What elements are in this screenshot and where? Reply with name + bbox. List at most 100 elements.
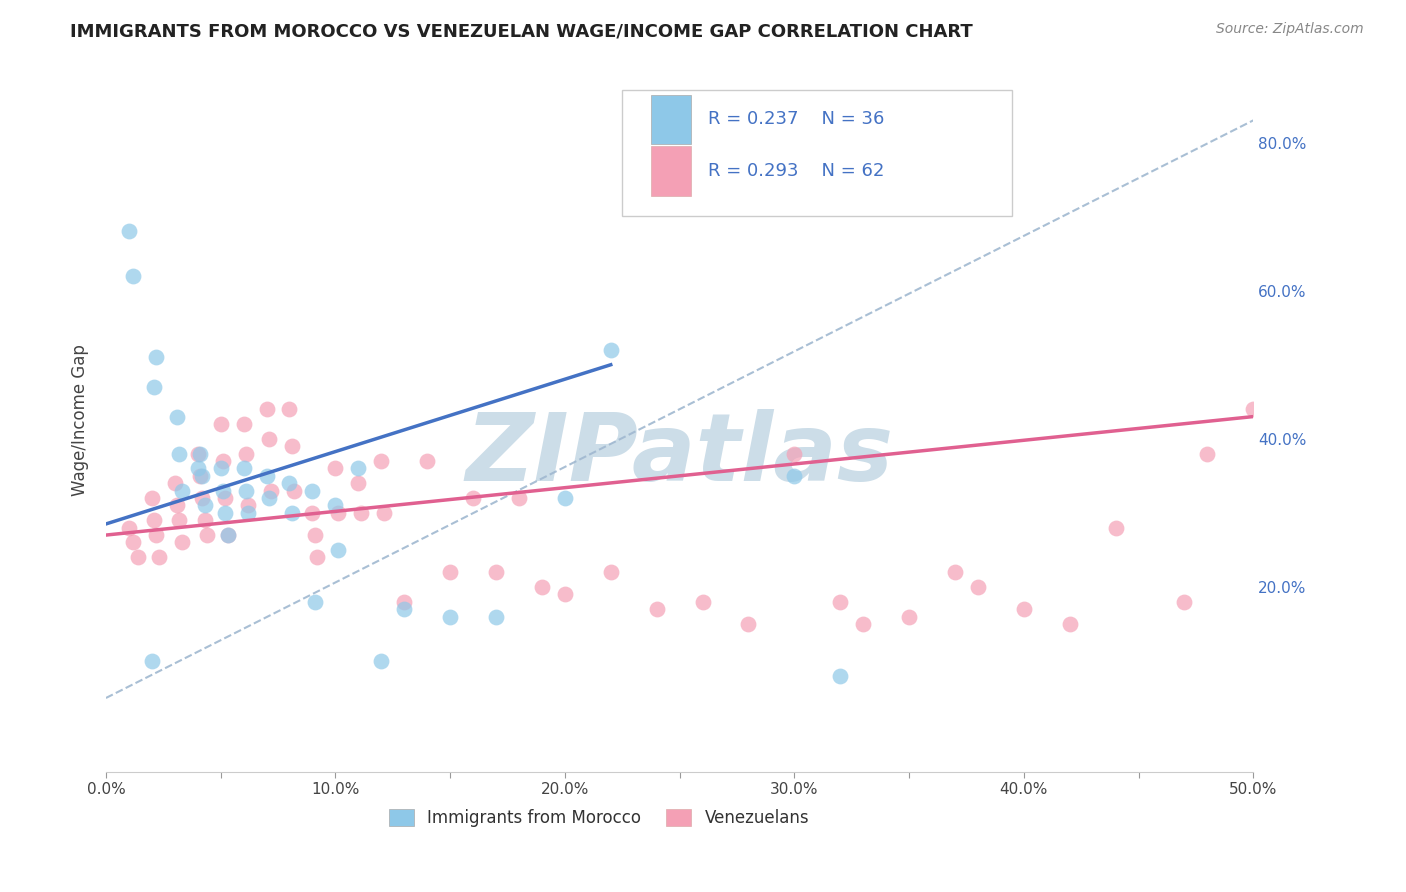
Point (392, 602, 415, 616)
Point (122, 268, 145, 283)
Point (188, 468, 211, 483)
Legend: Immigrants from Morocco, Venezuelans: Immigrants from Morocco, Venezuelans (382, 803, 815, 834)
Point (257, 491, 280, 505)
Point (260, 483, 283, 498)
Point (278, 476, 301, 491)
Point (166, 499, 188, 513)
Point (349, 506, 371, 520)
Point (1173, 595, 1195, 609)
Point (370, 654, 392, 668)
Point (530, 580, 553, 594)
Point (1104, 521, 1126, 535)
Point (212, 483, 235, 498)
Point (214, 506, 236, 520)
Text: IMMIGRANTS FROM MOROCCO VS VENEZUELAN WAGE/INCOME GAP CORRELATION CHART: IMMIGRANTS FROM MOROCCO VS VENEZUELAN WA… (70, 22, 973, 40)
Point (943, 565, 966, 579)
Point (305, 550, 328, 565)
Point (170, 535, 193, 549)
Point (325, 461, 347, 475)
Point (392, 595, 415, 609)
Point (235, 447, 257, 461)
Point (485, 565, 508, 579)
Point (122, 535, 145, 549)
Point (169, 447, 191, 461)
Point (166, 409, 188, 424)
Point (148, 550, 170, 565)
Point (194, 513, 217, 527)
Point (326, 506, 349, 520)
Point (1059, 616, 1081, 631)
Text: R = 0.293    N = 62: R = 0.293 N = 62 (709, 162, 884, 180)
Point (118, 521, 141, 535)
Y-axis label: Wage/Income Gap: Wage/Income Gap (72, 344, 89, 496)
Point (170, 483, 193, 498)
Point (301, 506, 323, 520)
Point (967, 580, 990, 594)
Point (416, 454, 439, 468)
Point (283, 483, 305, 498)
Point (238, 499, 260, 513)
Point (141, 491, 163, 505)
Point (187, 461, 209, 475)
Point (256, 402, 278, 417)
Point (599, 565, 621, 579)
Point (304, 528, 326, 542)
Point (214, 491, 236, 505)
Text: Source: ZipAtlas.com: Source: ZipAtlas.com (1216, 22, 1364, 37)
Point (187, 447, 209, 461)
Point (783, 447, 806, 461)
Point (217, 528, 239, 542)
Point (373, 506, 395, 520)
Point (145, 351, 167, 365)
Point (737, 616, 759, 631)
Point (232, 417, 254, 431)
Point (898, 609, 921, 624)
Point (325, 499, 347, 513)
Point (347, 476, 370, 491)
Point (830, 595, 852, 609)
Point (508, 491, 530, 505)
Point (852, 616, 875, 631)
Point (370, 454, 392, 468)
Point (145, 528, 167, 542)
Point (191, 491, 214, 505)
Point (830, 669, 852, 683)
Point (439, 609, 461, 624)
Point (169, 513, 191, 527)
Point (118, 224, 141, 238)
Point (163, 476, 186, 491)
Point (143, 513, 166, 527)
Point (439, 565, 461, 579)
Bar (651, 146, 692, 195)
Point (301, 483, 323, 498)
Point (1012, 602, 1035, 616)
Point (143, 380, 166, 394)
Point (209, 417, 232, 431)
Point (599, 343, 621, 357)
Point (257, 432, 280, 446)
Point (191, 468, 214, 483)
Point (783, 468, 806, 483)
FancyBboxPatch shape (623, 89, 1012, 216)
Text: ZIPatlas: ZIPatlas (465, 409, 894, 501)
Point (1197, 447, 1219, 461)
Point (235, 483, 257, 498)
Point (281, 506, 304, 520)
Point (554, 491, 576, 505)
Point (281, 439, 304, 453)
Point (232, 461, 254, 475)
Point (485, 609, 508, 624)
Bar (651, 95, 692, 144)
Point (326, 542, 349, 557)
Point (1241, 402, 1264, 417)
Point (256, 468, 278, 483)
Point (304, 595, 326, 609)
Point (188, 447, 211, 461)
Point (217, 528, 239, 542)
Point (194, 499, 217, 513)
Point (347, 461, 370, 475)
Point (212, 454, 235, 468)
Point (141, 654, 163, 668)
Point (554, 587, 576, 601)
Point (692, 595, 714, 609)
